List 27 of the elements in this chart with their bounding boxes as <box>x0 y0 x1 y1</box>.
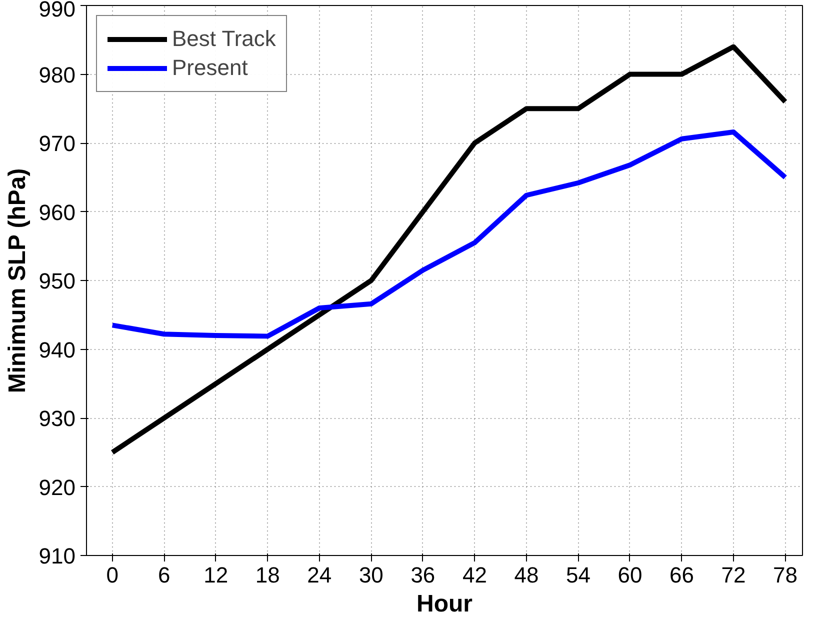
y-tick-label: 920 <box>38 474 76 500</box>
x-tick-label: 72 <box>721 562 746 588</box>
x-tick-label: 78 <box>773 562 798 588</box>
y-tick-label: 990 <box>38 0 76 22</box>
x-tick-label: 66 <box>669 562 694 588</box>
x-tick-label: 54 <box>566 562 590 588</box>
y-tick-label: 930 <box>38 406 76 431</box>
x-tick-label: 30 <box>358 562 384 588</box>
x-tick-label: 48 <box>514 562 539 588</box>
y-axis-title: Minimum SLP (hPa) <box>4 168 31 394</box>
x-tick-label: 36 <box>410 562 436 588</box>
y-tick-label: 940 <box>38 337 76 362</box>
legend-label: Present <box>172 55 248 81</box>
legend-label: Best Track <box>172 26 276 52</box>
x-tick-label: 6 <box>158 562 170 588</box>
y-tick-label: 960 <box>38 200 76 225</box>
x-tick-label: 18 <box>255 562 280 588</box>
x-tick-label: 60 <box>618 562 642 588</box>
x-tick-label: 12 <box>204 562 228 588</box>
y-tick-label: 980 <box>38 62 76 88</box>
y-tick-label: 910 <box>38 544 76 568</box>
y-tick-label: 950 <box>38 268 76 294</box>
x-tick-label: 24 <box>307 562 332 588</box>
x-axis-title: Hour <box>416 590 473 618</box>
x-tick-label: 0 <box>106 562 119 588</box>
y-tick-label: 970 <box>38 131 76 156</box>
x-tick-label: 42 <box>462 562 487 588</box>
